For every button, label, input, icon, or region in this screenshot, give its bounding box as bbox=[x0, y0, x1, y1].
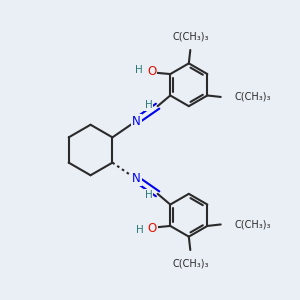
Text: O: O bbox=[147, 65, 156, 79]
Text: C(CH₃)₃: C(CH₃)₃ bbox=[234, 220, 271, 230]
Text: H: H bbox=[145, 190, 153, 200]
Text: N: N bbox=[132, 172, 141, 185]
Text: H: H bbox=[135, 65, 143, 75]
Text: H: H bbox=[136, 225, 144, 235]
Text: H: H bbox=[145, 100, 153, 110]
Text: C(CH₃)₃: C(CH₃)₃ bbox=[234, 92, 271, 102]
Text: O: O bbox=[148, 221, 157, 235]
Text: C(CH₃)₃: C(CH₃)₃ bbox=[172, 259, 208, 269]
Text: C(CH₃)₃: C(CH₃)₃ bbox=[172, 31, 208, 41]
Text: N: N bbox=[132, 115, 141, 128]
